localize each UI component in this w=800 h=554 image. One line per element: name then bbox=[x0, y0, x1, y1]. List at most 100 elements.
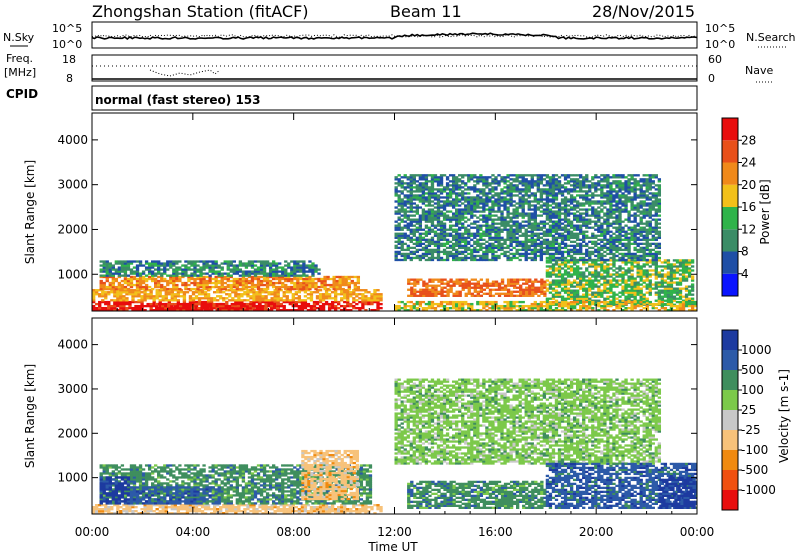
power-cell bbox=[458, 174, 462, 177]
power-cell bbox=[297, 308, 302, 312]
power-cell bbox=[305, 283, 309, 287]
power-cell bbox=[597, 285, 601, 288]
power-cell bbox=[597, 256, 601, 260]
power-cell bbox=[560, 263, 565, 266]
power-cell bbox=[361, 302, 365, 306]
power-cell bbox=[135, 272, 140, 275]
power-cell bbox=[512, 240, 516, 243]
power-cell bbox=[428, 288, 432, 291]
power-cell bbox=[123, 274, 128, 277]
power-cell bbox=[451, 248, 456, 252]
power-cell bbox=[560, 246, 565, 250]
power-cell bbox=[406, 190, 410, 193]
power-cell bbox=[314, 283, 318, 287]
power-cell bbox=[455, 182, 459, 185]
power-cell bbox=[259, 260, 264, 263]
power-cell bbox=[114, 262, 119, 265]
power-cell bbox=[271, 274, 276, 277]
power-cell bbox=[554, 214, 559, 217]
power-cell bbox=[458, 210, 462, 213]
power-cell bbox=[403, 256, 407, 260]
power-cell bbox=[594, 174, 598, 177]
power-cell bbox=[525, 278, 529, 281]
power-cell bbox=[521, 198, 525, 201]
power-cell bbox=[572, 198, 577, 201]
power-cell bbox=[572, 299, 577, 302]
power-cell bbox=[506, 200, 510, 203]
power-cell bbox=[579, 285, 583, 288]
power-cell bbox=[509, 244, 513, 248]
power-cell bbox=[424, 238, 429, 241]
power-cell bbox=[253, 275, 258, 279]
power-cell bbox=[476, 226, 480, 229]
power-cell bbox=[161, 295, 165, 298]
power-cell bbox=[473, 242, 477, 246]
power-cell bbox=[467, 186, 471, 189]
power-cell bbox=[445, 210, 450, 213]
power-cell bbox=[591, 273, 595, 276]
power-cell bbox=[258, 293, 262, 296]
power-cell bbox=[557, 182, 562, 185]
power-cell bbox=[642, 265, 646, 268]
power-cell bbox=[506, 210, 510, 213]
power-cell bbox=[627, 271, 631, 274]
power-cell bbox=[421, 256, 426, 260]
power-cell bbox=[606, 273, 610, 276]
power-cell bbox=[528, 286, 532, 289]
power-cell bbox=[427, 238, 432, 241]
power-cell bbox=[228, 299, 232, 302]
power-cell bbox=[612, 256, 616, 260]
power-cell bbox=[273, 291, 277, 294]
power-cell bbox=[158, 293, 162, 296]
power-cell bbox=[473, 208, 477, 211]
power-cell bbox=[678, 273, 683, 276]
power-cell bbox=[211, 260, 215, 263]
power-cell bbox=[657, 299, 662, 302]
power-cell bbox=[500, 210, 504, 213]
power-cell bbox=[470, 186, 474, 189]
power-cell bbox=[164, 293, 168, 296]
power-cell bbox=[630, 263, 634, 266]
power-cell bbox=[600, 289, 604, 292]
power-cell bbox=[349, 291, 353, 294]
power-cell bbox=[400, 258, 404, 262]
power-cell bbox=[470, 222, 474, 225]
power-cell bbox=[588, 299, 592, 302]
power-cell bbox=[418, 182, 423, 185]
power-cell bbox=[427, 192, 432, 195]
power-cell bbox=[364, 295, 368, 298]
power-cell bbox=[442, 216, 447, 219]
power-cell bbox=[278, 275, 282, 279]
power-cell bbox=[494, 186, 498, 189]
power-cell bbox=[588, 184, 592, 187]
power-cell bbox=[600, 256, 604, 260]
power-cell bbox=[451, 180, 456, 183]
power-cell bbox=[433, 234, 438, 237]
power-cell bbox=[657, 283, 662, 286]
power-cell bbox=[672, 265, 677, 268]
power-cell bbox=[303, 291, 308, 294]
power-cell bbox=[594, 194, 598, 197]
power-cell bbox=[572, 291, 577, 294]
power-cell bbox=[265, 277, 270, 281]
power-cell bbox=[458, 258, 462, 262]
power-cell bbox=[335, 275, 339, 279]
power-cell bbox=[122, 291, 126, 294]
power-cell bbox=[512, 238, 516, 241]
power-cell bbox=[533, 182, 537, 185]
power-cell bbox=[606, 194, 610, 197]
power-cell bbox=[467, 188, 471, 191]
power-cell bbox=[476, 220, 480, 223]
power-cell bbox=[464, 284, 468, 287]
power-cell bbox=[299, 275, 303, 279]
power-cell bbox=[190, 274, 194, 277]
power-cell bbox=[554, 295, 559, 298]
power-cell bbox=[208, 274, 212, 277]
power-cell bbox=[488, 190, 492, 193]
power-cell bbox=[500, 190, 504, 193]
power-cell bbox=[117, 268, 122, 271]
power-cell bbox=[576, 226, 580, 229]
power-cell bbox=[606, 297, 610, 300]
power-cell bbox=[406, 226, 410, 229]
power-cell bbox=[439, 178, 444, 181]
